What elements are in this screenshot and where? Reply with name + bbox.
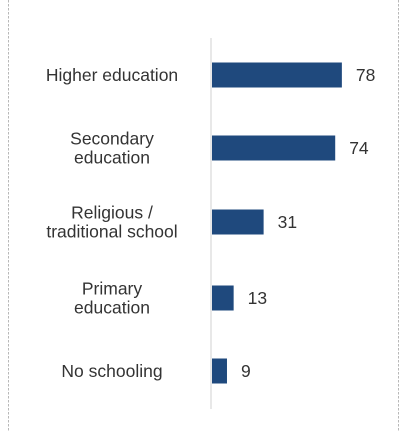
value-label-2: 31 bbox=[278, 212, 297, 232]
category-label-3: Primary education bbox=[74, 279, 150, 318]
category-label-line: Secondary bbox=[70, 129, 154, 149]
category-label-line: Higher education bbox=[46, 65, 178, 85]
category-label-2: Religious / traditional school bbox=[46, 203, 177, 242]
bar-2 bbox=[212, 209, 264, 235]
bar-0 bbox=[212, 62, 342, 88]
category-label-0: Higher education bbox=[46, 65, 178, 85]
category-label-line: No schooling bbox=[61, 361, 162, 381]
value-label-0: 78 bbox=[356, 65, 375, 85]
category-label-4: No schooling bbox=[61, 361, 162, 381]
category-label-line: Religious / bbox=[71, 203, 153, 223]
value-label-1: 74 bbox=[349, 138, 369, 158]
bar-4 bbox=[212, 358, 227, 384]
left-dashed-border bbox=[8, 0, 9, 432]
right-dashed-border bbox=[398, 0, 399, 432]
bar-1 bbox=[212, 135, 336, 161]
value-label-3: 13 bbox=[248, 288, 267, 308]
category-label-line: education bbox=[74, 298, 150, 318]
bars-group bbox=[212, 62, 342, 384]
category-label-line: traditional school bbox=[46, 222, 177, 242]
category-label-line: Primary bbox=[82, 279, 143, 299]
bar-3 bbox=[212, 285, 234, 311]
value-label-4: 9 bbox=[241, 361, 251, 381]
category-label-1: Secondary education bbox=[70, 129, 154, 168]
category-label-line: education bbox=[74, 148, 150, 168]
value-labels-group: 78 74 31 13 9 bbox=[241, 65, 375, 381]
